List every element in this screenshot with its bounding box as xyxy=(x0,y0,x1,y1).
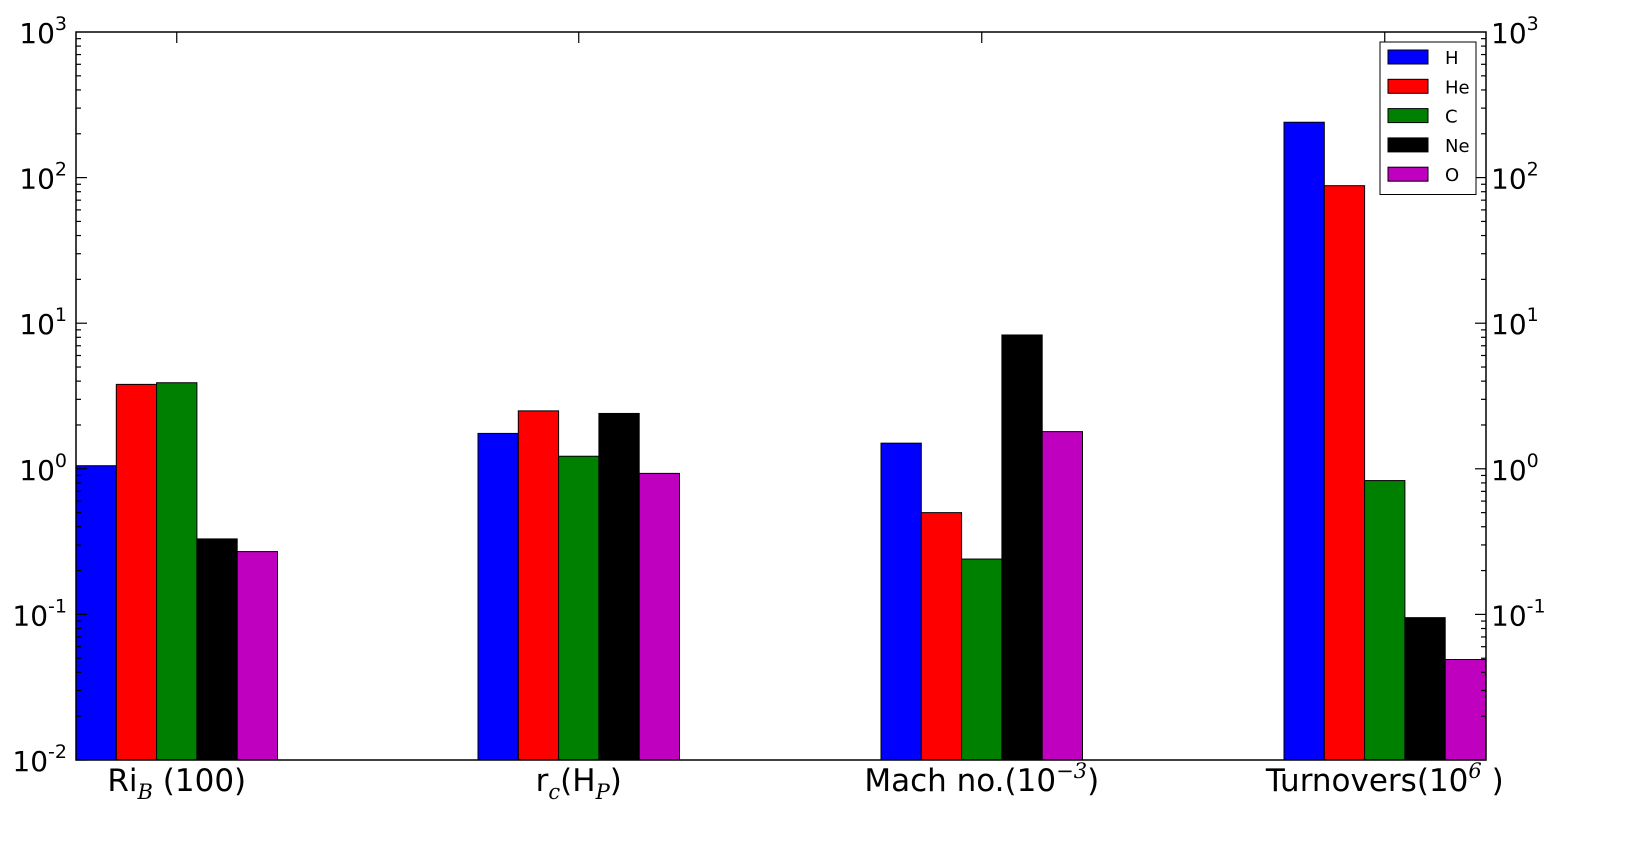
legend-swatch-he xyxy=(1387,78,1429,94)
bar-c-rc xyxy=(558,455,600,761)
legend-swatch-c xyxy=(1387,108,1429,124)
legend-label-h: H xyxy=(1445,48,1459,69)
bar-c-mach xyxy=(961,558,1003,761)
bar-he-rib xyxy=(115,383,158,761)
bar-o-mach xyxy=(1041,431,1083,761)
bars-layer xyxy=(75,121,1486,761)
right-y-tick-label: 102 xyxy=(1491,159,1539,196)
bar-ne-turnovers xyxy=(1404,617,1446,761)
legend-label-ne: Ne xyxy=(1445,136,1470,157)
legend-label-c: C xyxy=(1445,107,1458,128)
legend-swatch-o xyxy=(1387,166,1429,182)
bar-o-turnovers xyxy=(1444,659,1486,761)
bar-h-mach xyxy=(880,442,922,761)
left-y-tick-label: 10-1 xyxy=(12,595,67,632)
legend-swatch-ne xyxy=(1387,137,1429,153)
legend-label-he: He xyxy=(1445,77,1470,98)
bar-c-turnovers xyxy=(1364,480,1406,761)
bar-h-turnovers xyxy=(1283,121,1325,761)
category-label-rc: rc(HP) xyxy=(536,763,622,804)
category-label-turnovers: Turnovers(106 ) xyxy=(1265,759,1504,799)
right-y-tick-label: 103 xyxy=(1491,13,1539,50)
bar-h-rib xyxy=(75,465,117,761)
left-y-tick-label: 102 xyxy=(19,159,67,196)
left-y-tick-label: 100 xyxy=(19,450,67,487)
bar-o-rc xyxy=(638,472,681,761)
bar-he-rc xyxy=(517,410,560,761)
category-label-mach: Mach no.(10−3) xyxy=(864,759,1099,799)
bar-o-rib xyxy=(236,551,278,761)
legend-swatch-h xyxy=(1387,49,1429,65)
legend: H He C Ne O xyxy=(1379,41,1477,195)
ticks-layer xyxy=(76,32,1486,761)
bar-c-rib xyxy=(156,382,198,761)
right-y-tick-label: 10-1 xyxy=(1491,595,1546,632)
bar-he-mach xyxy=(920,512,963,761)
legend-label-o: O xyxy=(1445,165,1459,186)
labels-layer: 10-2 10-1 100 101 102 103 10-1 100 101 102 103 RiB … xyxy=(12,13,1545,804)
bar-ne-mach xyxy=(1001,334,1043,761)
right-y-tick-label: 101 xyxy=(1491,304,1539,341)
bar-he-turnovers xyxy=(1323,185,1366,761)
bar-ne-rib xyxy=(196,538,238,761)
left-y-tick-label: 101 xyxy=(19,304,67,341)
bar-ne-rc xyxy=(598,412,640,761)
plot-frame xyxy=(75,31,1487,761)
left-y-tick-label: 103 xyxy=(19,13,67,50)
bar-h-rc xyxy=(477,432,519,761)
category-label-rib: RiB (100) xyxy=(107,763,246,804)
right-y-tick-label: 100 xyxy=(1491,450,1539,487)
left-y-tick-label: 10-2 xyxy=(12,741,67,778)
